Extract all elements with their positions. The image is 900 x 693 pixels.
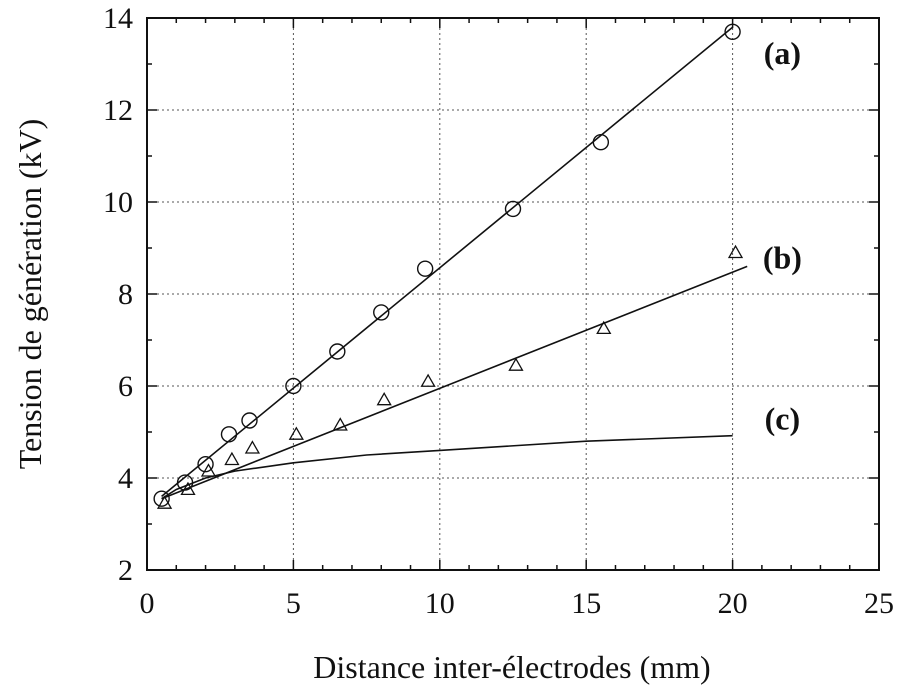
y-axis-title: Tension de génération (kV) (12, 119, 48, 470)
x-tick-label: 0 (140, 587, 155, 620)
series-b-tag: (b) (763, 240, 802, 276)
series-b-point (288, 426, 304, 440)
series-b-point (224, 451, 240, 466)
series-a-tag: (a) (764, 35, 801, 71)
y-tick-label: 2 (118, 554, 133, 587)
series-a-point (416, 260, 434, 277)
series-a-point (220, 426, 238, 443)
series-a-point (504, 200, 522, 218)
series-a-point (153, 490, 170, 507)
y-tick-label: 10 (103, 186, 133, 219)
series-b-point (156, 495, 173, 509)
x-axis-title: Distance inter-électrodes (mm) (313, 649, 710, 685)
x-axis-tick-labels: 0 5 10 15 20 25 (140, 587, 895, 620)
axis-ticks (146, 17, 880, 571)
x-tick-label: 5 (286, 587, 301, 620)
series-b (156, 244, 748, 509)
series-b-point (596, 320, 612, 335)
series-b-point (376, 391, 392, 406)
x-tick-label: 25 (864, 587, 894, 620)
series-a-point (285, 377, 302, 395)
series-b-point (420, 373, 436, 387)
series-b-point (727, 244, 744, 259)
series-b-point (332, 417, 348, 431)
series-c-line (161, 434, 733, 500)
series-tags: (a) (b) (c) (763, 35, 802, 437)
series-a-point (592, 133, 610, 151)
series-c (161, 434, 733, 500)
x-tick-label: 10 (425, 587, 455, 620)
series-a-point (241, 412, 258, 429)
series-b-line (161, 265, 748, 500)
y-axis-tick-labels: 2 4 6 8 10 12 14 (103, 2, 133, 587)
series-c-tag: (c) (765, 401, 801, 437)
y-tick-label: 12 (103, 94, 133, 127)
series-b-point (180, 481, 196, 496)
y-tick-label: 4 (118, 462, 133, 495)
series-a (153, 23, 741, 507)
series-b-point (508, 357, 524, 371)
series-b-point (200, 463, 217, 477)
series-a-point (373, 304, 390, 321)
series-a-point (329, 343, 346, 360)
y-tick-label: 6 (118, 370, 133, 403)
grid (147, 18, 879, 570)
series (153, 23, 748, 509)
series-a-line (161, 26, 734, 498)
series-a-point (724, 23, 741, 40)
series-a-point (197, 456, 214, 473)
y-tick-label: 8 (118, 278, 133, 311)
series-b-point (244, 440, 261, 454)
x-tick-label: 20 (718, 587, 748, 620)
x-tick-label: 15 (571, 587, 601, 620)
y-tick-label: 14 (103, 2, 133, 35)
